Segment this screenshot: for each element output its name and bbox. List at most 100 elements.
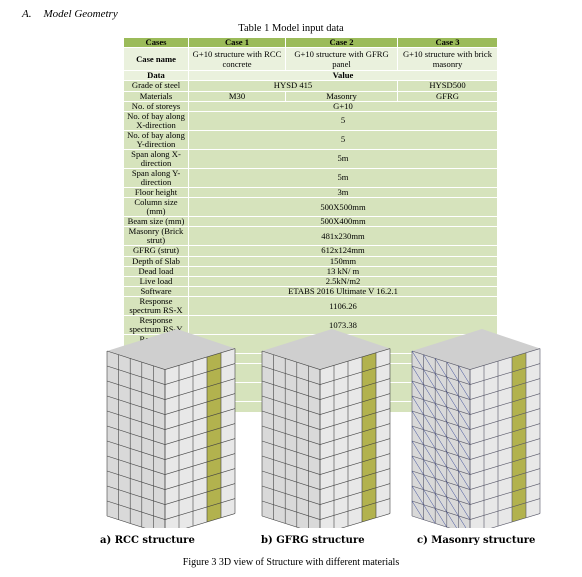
table-cell: 3m xyxy=(188,186,498,199)
table-cell: Span along Y-direction xyxy=(123,167,189,188)
frame-line xyxy=(411,470,471,490)
table-cell: Data xyxy=(123,70,189,82)
frame-line xyxy=(411,410,424,430)
table-row: Dead load 13 kN/ m xyxy=(123,265,498,277)
frame-line xyxy=(411,350,424,370)
table-cell: HYSD 415 xyxy=(188,80,398,92)
frame-line xyxy=(319,498,391,520)
frame-line xyxy=(411,515,451,528)
face xyxy=(262,351,320,528)
table-caption: Table 1 Model input data xyxy=(238,23,344,34)
frame-line xyxy=(458,410,471,430)
table-row: Depth of Slab 150mm xyxy=(123,255,498,267)
frame-line xyxy=(423,429,436,449)
table-cell: Software xyxy=(123,286,189,298)
frame-line xyxy=(411,500,424,520)
table-cell: 5 xyxy=(188,129,498,150)
table-row: Grade of steel HYSD 415 HYSD500 xyxy=(123,80,498,92)
table-row: Data Value xyxy=(123,70,498,82)
face xyxy=(412,351,470,528)
frame-line xyxy=(446,512,457,528)
table-row: Case name G+10 structure with RCC concret… xyxy=(123,47,498,72)
frame-line xyxy=(411,500,471,520)
frame-line xyxy=(164,423,236,445)
face xyxy=(107,351,165,528)
frame-line xyxy=(411,470,424,490)
table-cell: Depth of Slab xyxy=(123,255,189,267)
frame-line xyxy=(261,380,321,400)
face xyxy=(320,348,390,528)
frame-line xyxy=(319,378,391,400)
frame-line xyxy=(469,423,541,445)
building xyxy=(261,329,391,528)
table-cell: Masonry (Brick strut) xyxy=(123,226,189,247)
table-row: Materials M30 Masonry GFRG xyxy=(123,90,498,102)
table-row: Software ETABS 2016 Ultimate V 16.2.1 xyxy=(123,286,498,298)
frame-line xyxy=(319,348,391,370)
frame-line xyxy=(434,403,448,423)
frame-line xyxy=(458,515,467,528)
frame-line xyxy=(164,438,236,460)
frame-line xyxy=(164,453,236,475)
table-row: Column size (mm) 500X500mm xyxy=(123,197,498,218)
frame-line xyxy=(490,513,541,528)
frame-line xyxy=(469,378,541,400)
frame-line xyxy=(446,422,459,441)
frame-line xyxy=(164,468,236,490)
table-cell: 150mm xyxy=(188,255,498,267)
frame-line xyxy=(434,358,448,378)
table-cell: G+10 structure with GFRG panel xyxy=(285,47,398,72)
frame-line xyxy=(423,369,436,389)
table-cell: Live load xyxy=(123,275,189,288)
frame-line xyxy=(469,393,541,415)
table-row: No. of bay along Y-direction 5 xyxy=(123,129,498,150)
table-row: Floor height 3m xyxy=(123,186,498,199)
frame-line xyxy=(411,440,424,460)
frame-line xyxy=(106,485,166,505)
frame-line xyxy=(469,468,541,490)
frame-line xyxy=(423,489,436,509)
frame-line xyxy=(434,493,448,513)
frame-line xyxy=(106,425,166,445)
frame-line xyxy=(446,362,459,381)
frame-line xyxy=(164,483,236,505)
frame-line xyxy=(469,348,541,370)
frame-line xyxy=(469,438,541,460)
frame-line xyxy=(446,467,459,486)
shear-wall xyxy=(362,352,376,522)
figure-label: c) Masonry structure xyxy=(417,535,536,546)
table-row: Span along X-direction 5m xyxy=(123,148,498,169)
building xyxy=(106,329,236,528)
shear-wall xyxy=(207,352,221,522)
frame-line xyxy=(423,414,436,434)
face xyxy=(165,348,235,528)
table-cell: 500X500mm xyxy=(188,197,498,218)
frame-line xyxy=(458,470,471,490)
frame-line xyxy=(423,444,436,464)
frame-line xyxy=(106,380,166,400)
frame-line xyxy=(411,365,424,385)
frame-line xyxy=(261,365,321,385)
frame-line xyxy=(106,455,166,475)
frame-line xyxy=(411,395,471,415)
frame-line xyxy=(106,440,166,460)
frame-line xyxy=(411,440,471,460)
table-cell: G+10 xyxy=(188,100,498,112)
frame-line xyxy=(411,350,471,370)
frame-line xyxy=(469,408,541,430)
frame-line xyxy=(434,478,448,498)
table-cell: 5m xyxy=(188,148,498,169)
frame-line xyxy=(434,418,448,438)
frame-line xyxy=(434,388,448,408)
table-cell: 2.5kN/m2 xyxy=(188,275,498,288)
table-cell: GFRG (strut) xyxy=(123,245,189,257)
shear-wall xyxy=(512,352,526,522)
frame-line xyxy=(164,363,236,385)
table-row: Cases Case 1 Case 2 Case 3 xyxy=(123,36,498,49)
frame-line xyxy=(469,453,541,475)
frame-line xyxy=(411,425,424,445)
table-cell: 5 xyxy=(188,110,498,131)
building xyxy=(411,329,541,528)
section-label: A. xyxy=(22,8,32,20)
